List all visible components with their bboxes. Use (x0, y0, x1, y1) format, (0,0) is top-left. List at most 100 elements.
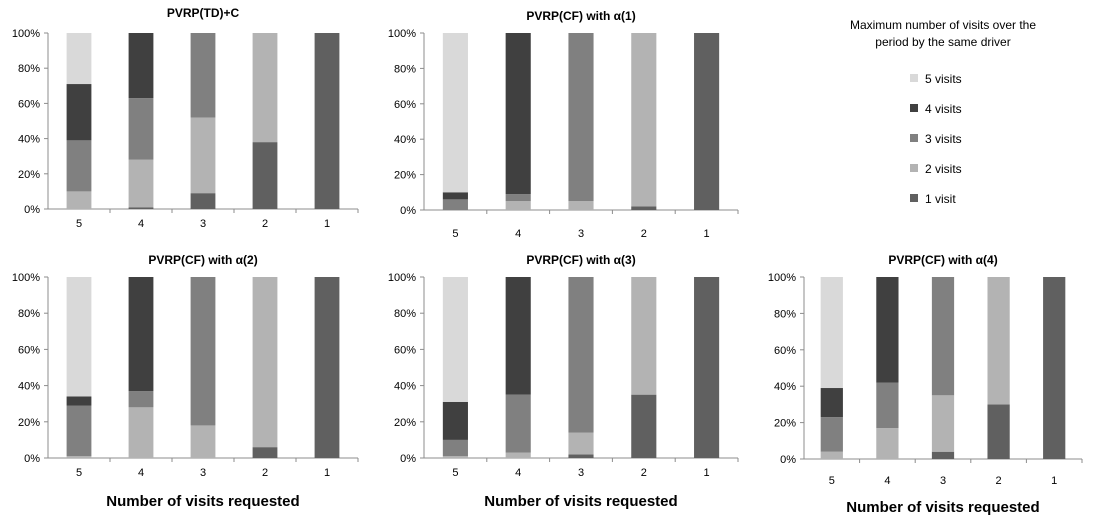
bar-segment-1-visit (1043, 277, 1066, 459)
y-tick-label: 0% (400, 205, 416, 217)
bar-segment-4-visits (505, 33, 531, 195)
legend-swatch-1-visit (910, 194, 918, 202)
x-tick-label: 1 (324, 218, 330, 230)
chart-panel-2: PVRP(CF) with α(1) 0% 20% 40% 60% 80% 100% 5 4 3 2… (388, 9, 739, 240)
x-tick-label: 5 (76, 218, 82, 230)
y-tick-label: 40% (18, 381, 40, 393)
chart-panel-5: PVRP(CF) with α(4) 0% 20% 40% 60% 80% 100% 5 4 3 2… (768, 253, 1083, 516)
bar-segment-2-visits (505, 201, 531, 210)
y-tick-label: 60% (18, 344, 40, 356)
bar-segment-2-visits (820, 451, 843, 459)
y-tick-label: 40% (18, 134, 40, 146)
x-axis-label: Number of visits requested (846, 499, 1039, 516)
x-tick-label: 4 (515, 467, 521, 479)
bar-segment-3-visits (442, 439, 468, 457)
bar-segment-4-visits (820, 388, 843, 418)
bar-segment-3-visits (190, 277, 216, 426)
legend-title-line-2: period by the same driver (875, 35, 1010, 49)
legend-label-2-visits: 2 visits (925, 162, 962, 176)
bar-segment-2-visits (128, 159, 154, 208)
legend: Maximum number of visits over the period… (850, 18, 1036, 206)
legend-swatch-4-visits (910, 104, 918, 112)
bar-segment-3-visits (128, 391, 154, 408)
x-tick-label: 1 (704, 467, 710, 479)
x-tick-label: 2 (996, 475, 1002, 487)
bar-segment-2-visits (66, 191, 92, 209)
bar-segment-2-visits (631, 33, 657, 207)
legend-title-line-1: Maximum number of visits over the (850, 18, 1036, 32)
bar-segment-5-visits (66, 33, 92, 85)
bar-segment-3-visits (190, 33, 216, 118)
y-tick-label: 80% (18, 308, 40, 320)
bar-segment-2-visits (66, 456, 92, 458)
y-tick-label: 80% (394, 308, 416, 320)
legend-swatch-3-visits (910, 134, 918, 142)
bar-segment-1-visit (987, 404, 1010, 459)
x-tick-label: 2 (262, 218, 268, 230)
chart-panel-3: PVRP(CF) with α(2) 0% 20% 40% 60% 80% 100% 5 4 3 2… (12, 253, 359, 510)
y-tick-label: 20% (394, 170, 416, 182)
y-tick-label: 60% (394, 344, 416, 356)
bar-segment-4-visits (66, 396, 92, 406)
bar-segment-1-visit (568, 454, 594, 458)
y-tick-label: 20% (774, 418, 796, 430)
chart-title: PVRP(TD)+C (167, 6, 240, 20)
bar-segment-1-visit (252, 447, 278, 458)
bar-segment-5-visits (66, 277, 92, 397)
x-tick-label: 5 (452, 467, 458, 479)
bar-segment-2-visits (876, 428, 899, 459)
legend-swatch-2-visits (910, 164, 918, 172)
bar-segment-1-visit (694, 33, 720, 210)
bar-segment-4-visits (128, 277, 154, 392)
legend-label-4-visits: 4 visits (925, 102, 962, 116)
y-tick-label: 20% (394, 417, 416, 429)
x-tick-label: 2 (641, 228, 647, 240)
legend-label-3-visits: 3 visits (925, 132, 962, 146)
x-tick-label: 3 (578, 467, 584, 479)
bar-segment-2-visits (631, 277, 657, 395)
y-tick-label: 20% (18, 417, 40, 429)
x-tick-label: 3 (940, 475, 946, 487)
bar-segment-4-visits (505, 277, 531, 395)
x-tick-label: 4 (138, 218, 144, 230)
x-tick-label: 2 (641, 467, 647, 479)
bar-segment-1-visit (631, 394, 657, 458)
y-tick-label: 60% (394, 99, 416, 111)
bar-segment-1-visit (694, 277, 720, 458)
bar-segment-3-visits (442, 199, 468, 210)
x-axis-label: Number of visits requested (484, 493, 677, 510)
bar-segment-3-visits (931, 277, 955, 396)
x-tick-label: 3 (578, 228, 584, 240)
x-axis-label: Number of visits requested (106, 493, 299, 510)
bar-segment-2-visits (568, 201, 594, 210)
chart-title: PVRP(CF) with α(3) (526, 253, 635, 267)
y-tick-label: 100% (388, 28, 416, 40)
y-tick-label: 100% (768, 272, 796, 284)
y-tick-label: 0% (780, 454, 796, 466)
legend-label-5-visits: 5 visits (925, 72, 962, 86)
x-tick-label: 1 (704, 228, 710, 240)
bar-segment-2-visits (987, 277, 1010, 405)
y-tick-label: 40% (394, 134, 416, 146)
bar-segment-3-visits (568, 277, 594, 433)
bar-segment-1-visit (252, 142, 278, 209)
bar-segment-2-visits (568, 432, 594, 455)
bar-segment-3-visits (505, 394, 531, 453)
bar-segment-2-visits (505, 452, 531, 458)
bar-segment-4-visits (442, 401, 468, 440)
bar-segment-3-visits (66, 140, 92, 192)
bar-segment-4-visits (128, 33, 154, 99)
bar-segment-1-visit (314, 33, 340, 209)
x-tick-label: 5 (76, 467, 82, 479)
bar-segment-2-visits (128, 407, 154, 458)
x-tick-label: 1 (324, 467, 330, 479)
y-tick-label: 0% (400, 453, 416, 465)
y-tick-label: 20% (18, 169, 40, 181)
bar-segment-4-visits (876, 277, 899, 383)
x-tick-label: 4 (515, 228, 521, 240)
x-tick-label: 4 (138, 467, 144, 479)
x-tick-label: 3 (200, 467, 206, 479)
y-tick-label: 60% (774, 345, 796, 357)
x-tick-label: 1 (1051, 475, 1057, 487)
